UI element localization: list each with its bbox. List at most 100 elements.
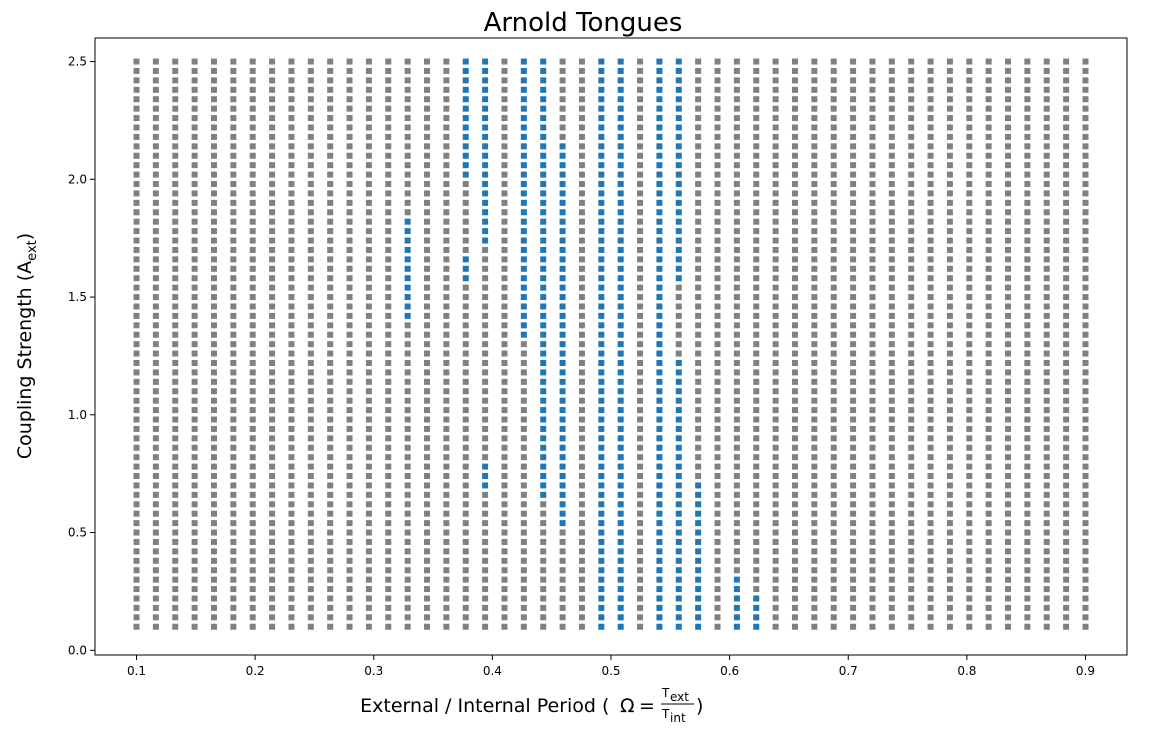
unlocked-point bbox=[791, 58, 798, 65]
unlocked-point bbox=[346, 209, 353, 216]
unlocked-point bbox=[249, 397, 256, 404]
unlocked-point bbox=[404, 435, 411, 442]
unlocked-point bbox=[927, 454, 934, 461]
unlocked-point bbox=[191, 510, 198, 517]
unlocked-point bbox=[172, 482, 179, 489]
unlocked-point bbox=[365, 256, 372, 263]
unlocked-point bbox=[946, 548, 953, 555]
unlocked-point bbox=[753, 510, 760, 517]
unlocked-point bbox=[811, 604, 818, 611]
unlocked-point bbox=[230, 77, 237, 84]
unlocked-point bbox=[888, 454, 895, 461]
unlocked-point bbox=[753, 397, 760, 404]
unlocked-point bbox=[772, 595, 779, 602]
unlocked-point bbox=[191, 143, 198, 150]
unlocked-point bbox=[346, 520, 353, 527]
unlocked-point bbox=[462, 388, 469, 395]
unlocked-point bbox=[443, 538, 450, 545]
unlocked-point bbox=[404, 416, 411, 423]
unlocked-point bbox=[385, 294, 392, 301]
unlocked-point bbox=[288, 67, 295, 74]
unlocked-point bbox=[1063, 614, 1070, 621]
unlocked-point bbox=[269, 444, 276, 451]
locked-point bbox=[598, 312, 605, 319]
locked-point bbox=[540, 246, 547, 253]
unlocked-point bbox=[1063, 143, 1070, 150]
locked-point bbox=[617, 473, 624, 480]
unlocked-point bbox=[152, 444, 159, 451]
unlocked-point bbox=[269, 303, 276, 310]
unlocked-point bbox=[404, 369, 411, 376]
unlocked-point bbox=[501, 105, 508, 112]
unlocked-point bbox=[695, 378, 702, 385]
unlocked-point bbox=[811, 265, 818, 272]
unlocked-point bbox=[230, 228, 237, 235]
unlocked-point bbox=[811, 359, 818, 366]
locked-point bbox=[617, 350, 624, 357]
unlocked-point bbox=[230, 246, 237, 253]
unlocked-point bbox=[637, 124, 644, 131]
unlocked-point bbox=[791, 237, 798, 244]
unlocked-point bbox=[637, 199, 644, 206]
unlocked-point bbox=[1024, 520, 1031, 527]
unlocked-point bbox=[385, 548, 392, 555]
unlocked-point bbox=[578, 623, 585, 630]
unlocked-point bbox=[1063, 416, 1070, 423]
unlocked-point bbox=[772, 567, 779, 574]
unlocked-point bbox=[888, 557, 895, 564]
unlocked-point bbox=[908, 294, 915, 301]
unlocked-point bbox=[559, 614, 566, 621]
unlocked-point bbox=[288, 303, 295, 310]
unlocked-point bbox=[462, 209, 469, 216]
unlocked-point bbox=[791, 294, 798, 301]
unlocked-point bbox=[637, 331, 644, 338]
unlocked-point bbox=[1063, 96, 1070, 103]
locked-point bbox=[675, 237, 682, 244]
unlocked-point bbox=[133, 152, 140, 159]
unlocked-point bbox=[927, 294, 934, 301]
unlocked-point bbox=[327, 265, 334, 272]
unlocked-point bbox=[210, 58, 217, 65]
unlocked-point bbox=[772, 623, 779, 630]
locked-point bbox=[540, 435, 547, 442]
unlocked-point bbox=[210, 331, 217, 338]
unlocked-point bbox=[307, 58, 314, 65]
unlocked-point bbox=[850, 463, 857, 470]
unlocked-point bbox=[927, 529, 934, 536]
unlocked-point bbox=[985, 143, 992, 150]
unlocked-point bbox=[946, 567, 953, 574]
unlocked-point bbox=[637, 548, 644, 555]
unlocked-point bbox=[772, 105, 779, 112]
locked-point bbox=[656, 576, 663, 583]
unlocked-point bbox=[830, 378, 837, 385]
unlocked-point bbox=[1082, 228, 1089, 235]
unlocked-point bbox=[443, 77, 450, 84]
unlocked-point bbox=[210, 538, 217, 545]
unlocked-point bbox=[385, 604, 392, 611]
unlocked-point bbox=[869, 359, 876, 366]
unlocked-point bbox=[985, 209, 992, 216]
locked-point bbox=[656, 322, 663, 329]
unlocked-point bbox=[733, 218, 740, 225]
unlocked-point bbox=[733, 435, 740, 442]
unlocked-point bbox=[210, 67, 217, 74]
unlocked-point bbox=[365, 181, 372, 188]
unlocked-point bbox=[191, 77, 198, 84]
locked-point bbox=[695, 595, 702, 602]
unlocked-point bbox=[249, 538, 256, 545]
unlocked-point bbox=[714, 162, 721, 169]
locked-point bbox=[559, 199, 566, 206]
unlocked-point bbox=[152, 473, 159, 480]
unlocked-point bbox=[385, 162, 392, 169]
unlocked-point bbox=[791, 105, 798, 112]
locked-point bbox=[462, 265, 469, 272]
unlocked-point bbox=[269, 510, 276, 517]
unlocked-point bbox=[269, 397, 276, 404]
unlocked-point bbox=[501, 133, 508, 140]
unlocked-point bbox=[637, 303, 644, 310]
unlocked-point bbox=[869, 350, 876, 357]
unlocked-point bbox=[908, 171, 915, 178]
unlocked-point bbox=[811, 284, 818, 291]
unlocked-point bbox=[811, 614, 818, 621]
unlocked-point bbox=[946, 425, 953, 432]
